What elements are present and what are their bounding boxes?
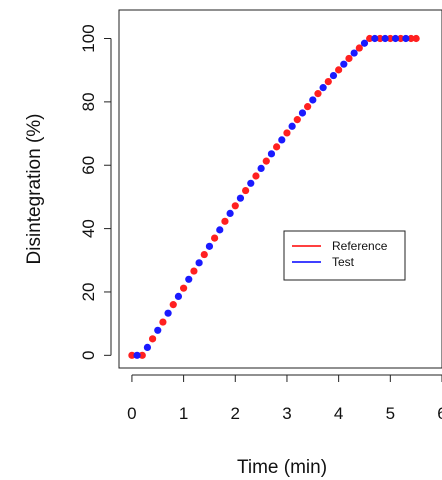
data-point-reference <box>397 34 405 43</box>
data-point-reference <box>366 34 374 43</box>
data-point-reference <box>314 90 322 98</box>
data-point-reference <box>211 234 219 242</box>
data-point-reference <box>138 351 146 359</box>
data-point-reference <box>148 335 157 343</box>
legend-label-test: Test <box>332 255 355 269</box>
data-point-test <box>288 122 296 130</box>
data-point-test <box>391 34 400 43</box>
x-tick-label: 4 <box>334 404 343 423</box>
data-point-reference <box>190 267 198 275</box>
legend: Reference Test <box>283 230 406 281</box>
data-point-reference <box>242 186 250 195</box>
data-point-reference <box>231 202 239 210</box>
data-point-reference <box>355 44 363 52</box>
y-axis-title: Disintegration (%) <box>24 114 45 265</box>
data-point-test <box>195 259 203 267</box>
data-point-reference <box>324 78 332 86</box>
data-point-reference <box>345 54 353 63</box>
y-tick-label: 100 <box>79 24 98 52</box>
data-point-reference <box>376 34 384 43</box>
data-point-test <box>216 226 224 234</box>
data-point-reference <box>159 318 167 326</box>
data-point-reference <box>407 34 415 43</box>
x-tick-label: 5 <box>386 404 395 423</box>
data-point-reference <box>304 103 312 111</box>
data-point-reference <box>273 143 281 151</box>
data-point-reference <box>252 172 260 180</box>
data-point-test <box>257 164 265 173</box>
data-point-reference <box>335 66 343 74</box>
x-tick-label: 6 <box>437 404 442 423</box>
x-tick-label: 1 <box>179 404 188 423</box>
data-point-test <box>278 136 286 144</box>
x-tick-label: 2 <box>231 404 240 423</box>
data-point-test <box>143 343 152 352</box>
y-tick-label: 60 <box>79 156 98 175</box>
data-point-test <box>154 326 162 334</box>
data-point-reference <box>180 284 188 292</box>
data-point-test <box>133 351 141 359</box>
data-point-reference <box>200 250 208 259</box>
data-points <box>128 34 420 359</box>
x-axis: 0 1 2 3 4 5 6 <box>127 374 442 423</box>
data-point-reference <box>283 129 291 137</box>
x-axis-title: Time (min) <box>237 457 327 478</box>
data-point-test <box>205 242 214 250</box>
data-point-test <box>236 194 245 202</box>
data-point-test <box>371 34 379 43</box>
data-point-test <box>402 34 410 43</box>
data-point-test <box>185 275 193 283</box>
plot-box <box>118 9 442 369</box>
y-tick-label: 80 <box>79 92 98 111</box>
y-axis: 0 20 40 60 80 100 <box>79 24 112 360</box>
data-point-test <box>267 150 276 158</box>
data-point-reference <box>386 34 394 43</box>
y-tick-label: 20 <box>79 283 98 302</box>
data-point-reference <box>169 301 177 309</box>
x-tick-label: 0 <box>127 404 136 423</box>
data-point-reference <box>262 157 270 165</box>
data-point-test <box>381 34 389 43</box>
data-point-test <box>340 60 348 68</box>
data-point-reference <box>221 217 229 225</box>
y-tick-label: 0 <box>79 351 98 360</box>
data-point-test <box>298 109 307 117</box>
data-point-test <box>319 84 327 92</box>
data-point-test <box>174 292 183 300</box>
data-point-test <box>226 209 234 217</box>
data-point-test <box>309 96 317 104</box>
legend-label-reference: Reference <box>332 239 388 253</box>
legend-box <box>283 230 406 281</box>
data-point-reference <box>412 34 420 43</box>
data-point-reference <box>128 351 136 359</box>
data-point-test <box>164 309 172 317</box>
x-tick-label: 3 <box>282 404 291 423</box>
data-point-reference <box>293 116 301 124</box>
y-tick-label: 40 <box>79 219 98 238</box>
data-point-test <box>329 71 338 80</box>
data-point-test <box>350 49 358 57</box>
data-point-test <box>247 179 255 187</box>
data-point-test <box>360 39 369 47</box>
